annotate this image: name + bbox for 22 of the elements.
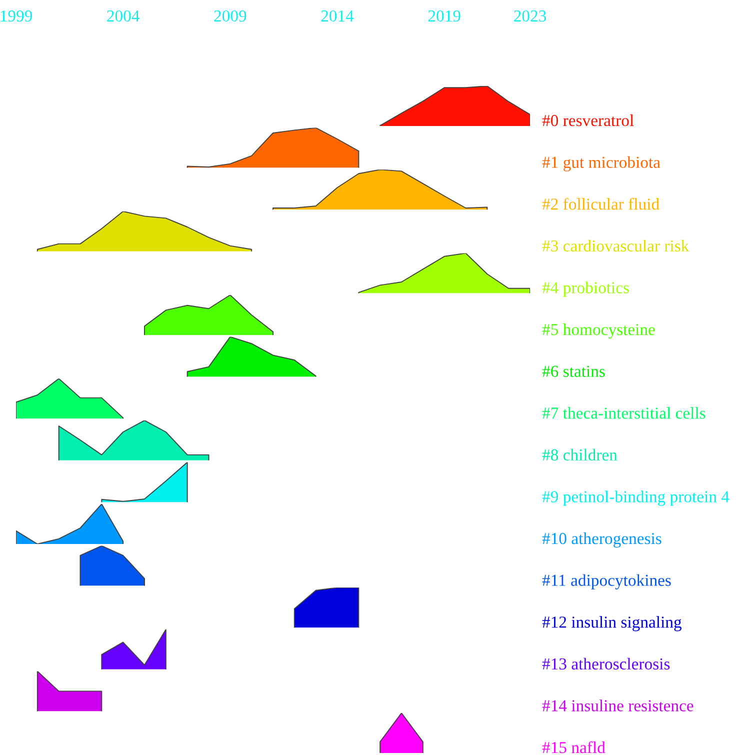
text: #11 adipocytokines: [542, 574, 671, 590]
text: #15 nafld: [542, 741, 606, 754]
text: #8 children: [542, 448, 618, 461]
x-tick-label: 2004: [107, 10, 140, 22]
series-label: #0 resveratrol: [542, 114, 634, 126]
series-label: #4 probiotics: [542, 282, 629, 297]
x-tick-label: 2019: [428, 10, 460, 22]
text: #1 gut microbiota: [542, 156, 660, 172]
text: #10 atherogenesis: [542, 532, 662, 548]
text: #12 insulin signaling: [542, 616, 682, 632]
text: #13 atherosclerosis: [542, 658, 670, 670]
text: #7 theca-interstitial cells: [542, 407, 706, 419]
x-tick-label: 2009: [214, 10, 246, 22]
x-tick-label: 2014: [321, 10, 354, 22]
x-tick-label: 2023: [514, 10, 546, 22]
text: #5 homocysteine: [542, 323, 655, 339]
text: #3 cardiovascular risk: [542, 240, 690, 252]
text: #9 petinol-binding protein 4: [542, 490, 730, 506]
text: #6 statins: [542, 366, 605, 377]
text: #2 follicular fluid: [542, 198, 660, 210]
x-tick-label: 1999: [0, 10, 32, 22]
text: #14 insuline resistence: [542, 700, 694, 712]
